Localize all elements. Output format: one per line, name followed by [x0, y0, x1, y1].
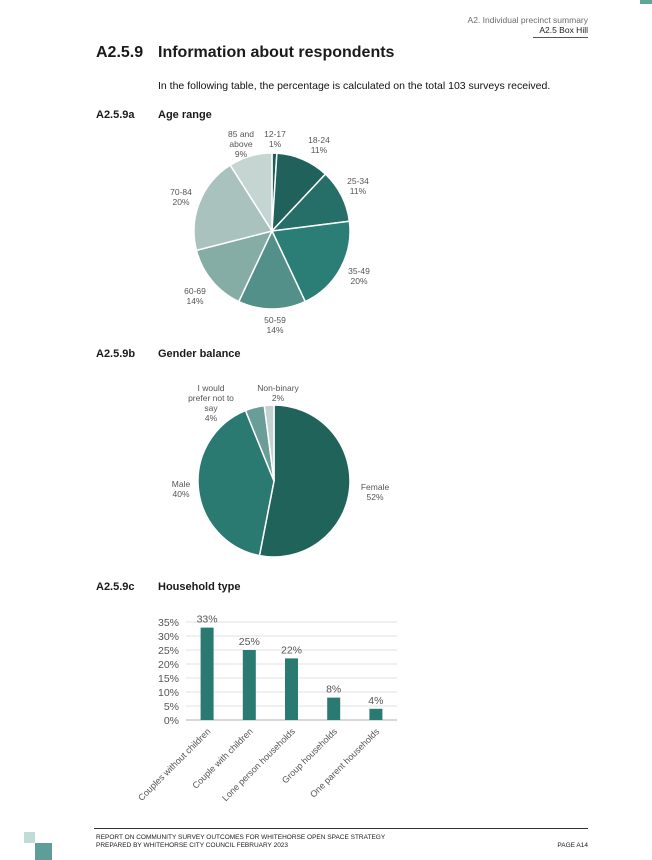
bar-value-label: 4%: [368, 695, 383, 707]
gender-slice-label: I would: [198, 383, 225, 393]
gender-slice-label: 52%: [366, 492, 383, 502]
y-tick-label: 25%: [158, 645, 179, 657]
bar-value-label: 8%: [326, 684, 341, 696]
age-slice-label: 50-59: [264, 315, 286, 325]
age-slice-label: above: [229, 139, 252, 149]
gender-slice-label: Male: [172, 479, 191, 489]
x-category-label: Couples without children: [136, 726, 212, 802]
age-slice: [270, 220, 351, 303]
gender-slice: [258, 404, 351, 558]
bar-value-label: 22%: [281, 644, 302, 656]
y-tick-label: 5%: [164, 701, 179, 713]
x-category-label: One parent households: [308, 726, 382, 800]
gender-slice-label: Female: [361, 482, 390, 492]
age-slice-label: 18-24: [308, 135, 330, 145]
y-tick-label: 10%: [158, 687, 179, 699]
section-title: Information about respondents: [158, 44, 395, 61]
bar: [200, 627, 214, 720]
age-slice-label: 85 and: [228, 129, 254, 139]
intro-paragraph: In the following table, the percentage i…: [158, 80, 551, 92]
gender-chart-number: A2.5.9b: [96, 348, 136, 360]
gender-slice-label: 4%: [205, 413, 218, 423]
y-tick-label: 20%: [158, 659, 179, 671]
y-tick-label: 0%: [164, 715, 179, 727]
gender-chart-title: Gender balance: [158, 348, 241, 360]
age-slice-label: 14%: [266, 325, 283, 335]
bar-value-label: 33%: [197, 614, 218, 626]
age-slice-label: 25-34: [347, 176, 369, 186]
gender-slice-label: say: [204, 403, 218, 413]
footer-page-number: PAGE A14: [557, 842, 588, 849]
gender-slice-label: 2%: [272, 393, 285, 403]
header-section: A2. Individual precinct summary: [467, 15, 588, 25]
bar-value-label: 25%: [239, 636, 260, 648]
age-slice: [229, 152, 273, 234]
bar: [242, 650, 256, 720]
age-chart-number: A2.5.9a: [96, 109, 135, 121]
footer-report-title: REPORT ON COMMUNITY SURVEY OUTCOMES FOR …: [96, 834, 386, 841]
age-chart-title: Age range: [158, 109, 212, 121]
gender-slice-label: Non-binary: [257, 383, 299, 393]
age-slice: [237, 229, 307, 310]
age-slice-label: 20%: [172, 197, 189, 207]
age-slice-label: 14%: [186, 296, 203, 306]
age-slice-label: 1%: [269, 139, 282, 149]
footer-rule: [94, 828, 588, 829]
footer-prepared-by: PREPARED BY WHITEHORSE CITY COUNCIL FEBR…: [96, 842, 289, 849]
household-chart-number: A2.5.9c: [96, 581, 135, 593]
bar: [285, 658, 298, 720]
age-slice-label: 11%: [311, 145, 328, 155]
age-slice-label: 70-84: [170, 187, 192, 197]
age-slice-label: 12-17: [264, 129, 286, 139]
footer-decor-square-light: [24, 832, 35, 843]
household-chart-title: Household type: [158, 581, 241, 593]
corner-accent: [640, 0, 652, 4]
gender-slice: [197, 409, 275, 557]
x-category-label: Lone person households: [220, 726, 297, 803]
age-slice: [193, 164, 274, 252]
bar: [327, 697, 341, 720]
age-slice: [195, 229, 274, 303]
bar: [369, 708, 383, 720]
age-slice-label: 60-69: [184, 286, 206, 296]
y-tick-label: 30%: [158, 631, 179, 643]
age-slice-label: 9%: [235, 149, 248, 159]
y-tick-label: 15%: [158, 673, 179, 685]
gender-slice-label: 40%: [172, 489, 189, 499]
age-slice-label: 20%: [350, 276, 367, 286]
footer-decor-square-dark: [35, 843, 52, 860]
header-subsection: A2.5 Box Hill: [539, 25, 588, 35]
header-rule: [533, 37, 588, 38]
gender-slice-label: prefer not to: [188, 393, 234, 403]
gender-slice: [263, 404, 275, 482]
age-slice-label: 35-49: [348, 266, 370, 276]
age-slice-label: 11%: [350, 186, 367, 196]
y-tick-label: 35%: [158, 617, 179, 629]
section-number: A2.5.9: [96, 44, 144, 61]
